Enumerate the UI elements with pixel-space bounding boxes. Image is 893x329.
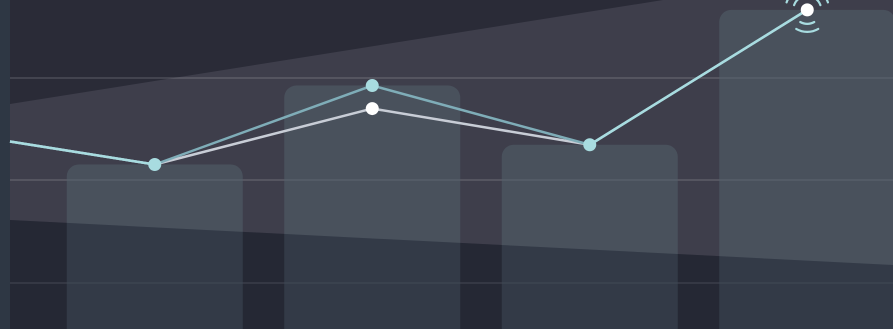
series-points — [148, 79, 597, 171]
bar-1 — [284, 85, 461, 329]
series-1-point-1 — [365, 102, 379, 116]
highlight-marker — [785, 0, 830, 33]
series-0-point-0 — [148, 158, 162, 171]
highlight-point — [800, 3, 814, 17]
series-0-point-2 — [583, 138, 597, 152]
left-edge-strip — [0, 0, 10, 329]
pulse-arc-left-1 — [785, 0, 789, 4]
pulse-arc-bottom-1 — [795, 27, 820, 33]
pulse-arc-bottom-0 — [799, 20, 816, 25]
series-0-point-1 — [365, 79, 379, 93]
bar-0 — [66, 164, 243, 329]
bars — [66, 9, 893, 329]
pulse-arc-right-0 — [815, 0, 822, 7]
series-lead-segment — [9, 140, 155, 166]
pulse-arc-left-0 — [792, 0, 800, 7]
series-tail-segment — [589, 8, 808, 146]
bar-3 — [719, 9, 893, 329]
lower-shade — [10, 220, 893, 329]
pulse-arc-right-1 — [825, 0, 830, 4]
bar-2 — [501, 144, 678, 329]
pulse-icon — [785, 0, 830, 33]
